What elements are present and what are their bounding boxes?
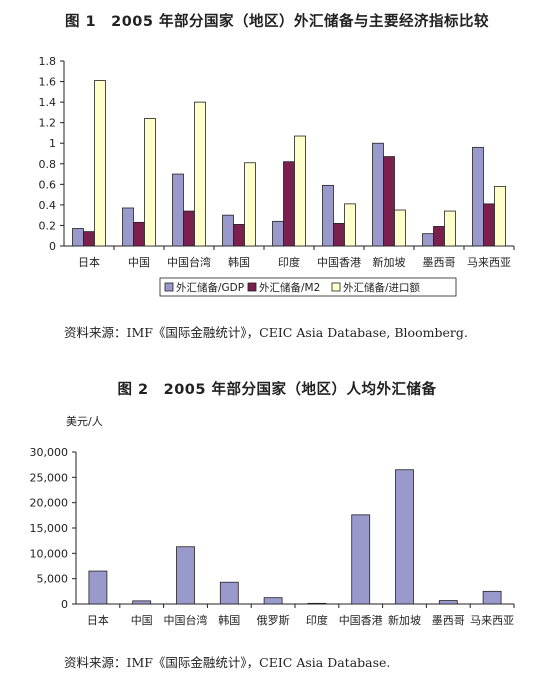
chart1-bar-s3: [244, 162, 256, 247]
chart1-bar-s1: [372, 142, 384, 247]
chart1-bar-s2: [483, 203, 495, 247]
chart1-bar-s1: [422, 233, 434, 247]
chart1-bar-s1: [122, 207, 134, 247]
chart1-bar-s2: [433, 226, 445, 247]
chart1-legend-label-1: 外汇储备/GDP: [176, 281, 244, 294]
chart1-bar-s3: [194, 101, 206, 247]
chart2-y-tick-label: 25,000: [30, 471, 69, 484]
chart2-title: 图 2 2005 年部分国家（地区）人均外汇储备: [117, 382, 437, 398]
chart1-legend-swatch-2: [247, 282, 257, 292]
chart1-y-tick-label: 1: [49, 137, 56, 150]
chart1-legend-box: [159, 277, 457, 297]
chart1-category-label: 韩国: [228, 255, 250, 269]
chart2-category-label: 中国台湾: [164, 613, 208, 627]
chart2-source: 资料来源：IMF《国际金融统计》，CEIC Asia Database.: [64, 655, 391, 670]
chart2-bar: [307, 602, 327, 605]
chart1-bar-s2: [83, 231, 95, 247]
chart1-category-label: 日本: [78, 255, 100, 269]
chart1-bar-s2: [233, 224, 245, 247]
chart2-bar: [88, 570, 108, 605]
chart2-category-label: 中国: [131, 614, 153, 627]
chart1-legend-swatch-1: [164, 282, 174, 292]
chart1-category-label: 马来西亚: [467, 256, 511, 269]
chart1-bar-s3: [494, 185, 506, 247]
chart1-y-tick-label: 1.4: [39, 96, 57, 109]
chart2-bar: [132, 600, 152, 605]
chart1-y-tick-label: 1.6: [39, 76, 57, 89]
chart1-bar-s1: [72, 228, 84, 247]
chart1-y-tick-label: 0: [49, 240, 56, 253]
chart1-svg: 0 0.2 0.4 0.6 0.8 1 1.2 1.4 1.6 1.8 日本 中国 中国台湾 韩国 印度 中国…: [39, 55, 515, 297]
chart1-category-label: 中国台湾: [167, 255, 211, 269]
chart2-bar: [219, 581, 239, 605]
chart1-y-tick-label: 0.4: [39, 199, 57, 212]
chart2-bar: [351, 514, 371, 605]
chart1-bar-s1: [322, 184, 334, 247]
chart1-category-label: 中国香港: [317, 256, 361, 269]
chart1-bar-s3: [294, 135, 306, 247]
chart1-y-tick-label: 0.6: [39, 178, 57, 191]
chart2-category-label: 墨西哥: [432, 614, 465, 627]
chart1-title: 图 1 2005 年部分国家（地区）外汇储备与主要经济指标比较: [64, 14, 490, 30]
chart1-bar-s2: [333, 222, 345, 247]
chart1-bar-s3: [394, 209, 406, 247]
chart1-bar-s1: [272, 220, 284, 247]
chart1-bar-s3: [444, 210, 456, 247]
chart1-bar-s2: [283, 161, 295, 247]
chart1-bar-s3: [144, 118, 156, 247]
chart2-y-tick-label: 20,000: [30, 497, 69, 510]
chart2-y-tick-label: 0: [61, 598, 68, 611]
chart2-bar: [395, 469, 414, 605]
chart2-category-label: 日本: [87, 613, 109, 627]
chart1-bar-s1: [472, 146, 484, 247]
chart1-bar-s2: [383, 156, 395, 247]
chart1-y-tick-label: 0.8: [39, 158, 57, 171]
chart2-y-unit-label: 美元/人: [66, 415, 103, 428]
chart1-bar-s2: [183, 210, 195, 247]
chart1-y-tick-label: 0.2: [39, 219, 57, 232]
chart1-category-label: 新加坡: [373, 255, 406, 269]
chart2-svg: 美元/人 0 5,000 10,000 15,000 20,000 25,000 30,000…: [30, 415, 515, 627]
chart1-y-tick-label: 1.8: [39, 55, 57, 68]
chart1-bar-s3: [94, 80, 106, 247]
chart2-category-label: 中国香港: [339, 614, 383, 627]
chart1-legend-label-2: 外汇储备/M2: [259, 281, 320, 294]
chart2-bar: [482, 590, 502, 605]
chart1-bar-s1: [172, 173, 184, 247]
chart2-category-label: 印度: [306, 613, 328, 627]
chart2-category-label: 新加坡: [388, 613, 421, 627]
chart2-category-label: 马来西亚: [470, 614, 514, 627]
chart1-y-tick-label: 1.2: [39, 117, 57, 130]
chart1-category-label: 印度: [278, 255, 300, 269]
chart2-category-label: 韩国: [218, 613, 240, 627]
chart2-bar: [263, 597, 283, 605]
chart1-bar-s2: [133, 221, 145, 247]
chart2-bar: [438, 600, 458, 605]
chart1-legend-label-3: 外汇储备/进口额: [343, 281, 421, 294]
chart1-source: 资料来源：IMF《国际金融统计》，CEIC Asia Database, Blo…: [64, 325, 468, 340]
chart2-y-tick-label: 10,000: [30, 547, 69, 560]
chart2-y-tick-label: 5,000: [37, 573, 69, 586]
chart1-bar-s3: [344, 203, 356, 247]
chart1-legend-swatch-3: [331, 282, 341, 292]
chart2-bar: [176, 546, 195, 605]
chart2-y-tick-label: 30,000: [30, 446, 69, 459]
chart2-y-tick-label: 15,000: [30, 522, 69, 535]
chart1-category-label: 墨西哥: [423, 256, 456, 269]
chart2-category-label: 俄罗斯: [257, 614, 290, 627]
chart1-category-label: 中国: [128, 256, 150, 269]
chart1-bar-s1: [222, 214, 234, 247]
